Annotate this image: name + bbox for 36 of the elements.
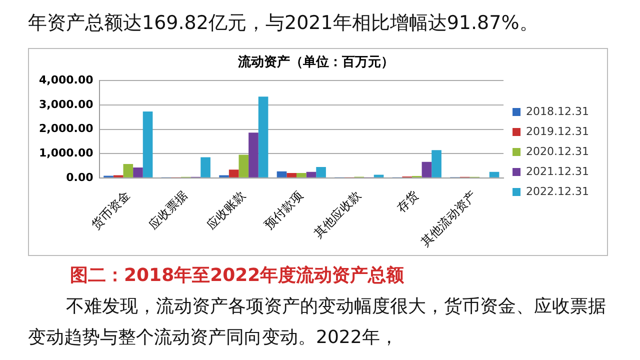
x-tick-label: 应收票据 (146, 188, 190, 232)
x-tick-label: 其他应收款 (311, 188, 364, 241)
legend-label: 2019.12.31 (526, 124, 590, 138)
bar (276, 171, 287, 178)
legend-label: 2022.12.31 (526, 184, 590, 198)
y-tick-label: 4,000.00 (39, 73, 94, 86)
bar (123, 164, 134, 178)
legend-label: 2021.12.31 (526, 164, 590, 178)
y-tick-label: 3,000.00 (39, 98, 94, 111)
bar (422, 162, 432, 178)
y-tick-label: 0.00 (66, 170, 94, 184)
y-tick-label: 1,000.00 (39, 146, 94, 160)
bar (200, 157, 210, 178)
bar (142, 111, 153, 178)
text: 图二：2018年至2022年度流动资产总额 (70, 264, 404, 288)
bar (432, 150, 442, 178)
y-tick-label: 2,000.00 (39, 122, 94, 136)
bar (133, 167, 143, 178)
text: 年资产总额达169.82亿元，与2021年相比增幅达91.87%。 (28, 11, 538, 36)
bar (248, 132, 258, 178)
x-tick-label: 预付款项 (262, 188, 306, 232)
text: 不难发现，流动资产各项资产的变动幅度很大，货币资金、应收票据变动趋势与整个流动资产同向变动。2022年， (28, 295, 607, 350)
bar (228, 170, 239, 178)
chart-title: 流动资产（单位：百万元） (237, 54, 394, 70)
bar (306, 172, 316, 178)
bar (374, 174, 384, 178)
legend-label: 2018.12.31 (526, 104, 590, 118)
bar (238, 154, 249, 178)
bar (296, 173, 306, 178)
bar (258, 96, 268, 178)
bar (489, 172, 500, 178)
x-tick-label: 应收账款 (204, 188, 248, 232)
legend-label: 2020.12.31 (526, 144, 590, 158)
bar (316, 166, 326, 178)
x-tick-label: 货币资金 (88, 188, 132, 232)
bar (286, 173, 296, 178)
